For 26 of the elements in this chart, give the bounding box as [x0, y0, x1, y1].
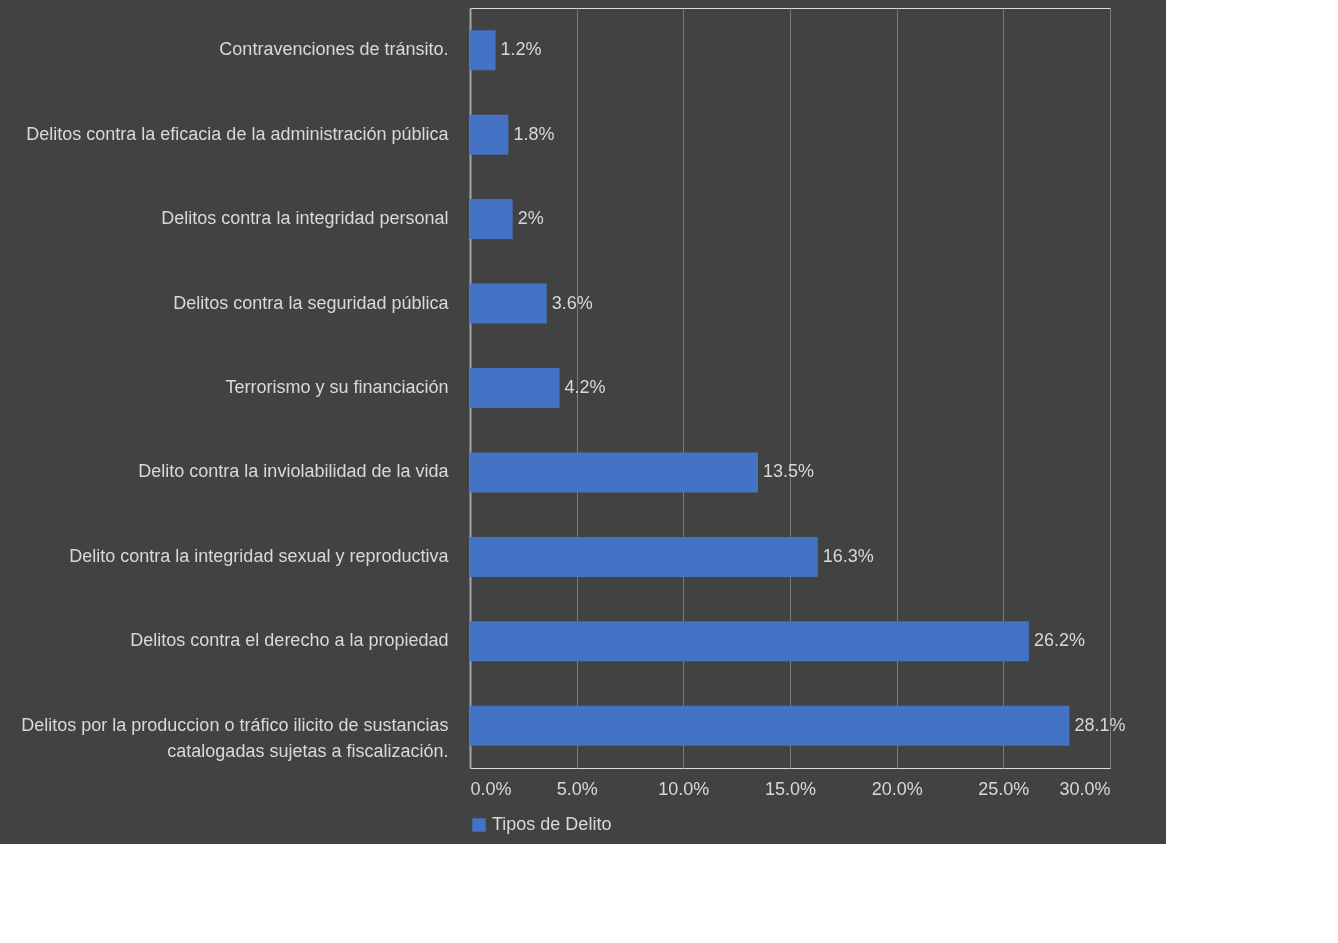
y-tick-label: Delitos contra la seguridad pública [173, 292, 450, 313]
y-tick-label: Contravenciones de tránsito. [219, 39, 449, 60]
x-tick-label: 20.0% [871, 778, 923, 799]
data-label: 4.2% [564, 377, 606, 397]
data-label: 28.1% [1074, 714, 1126, 735]
y-tick-label: Delitos por la produccion o tráfico ilicito de sustancias catalogadas sujetas a fiscalización. [21, 714, 449, 761]
data-label: 1.2% [500, 39, 542, 60]
data-label: 26.2% [1033, 630, 1085, 651]
x-tick-label: 15.0% [764, 778, 817, 799]
data-label: 13.5% [763, 461, 815, 482]
x-tick-label: 10.0% [658, 778, 710, 799]
y-tick-label: Delito contra la inviolabilidad de la vida [138, 461, 450, 482]
x-tick-label: 25.0% [978, 778, 1030, 799]
legend-label: Tipos de Delito [492, 814, 612, 834]
data-label: 1.8% [513, 123, 555, 144]
y-tick-label: Terrorismo y su financiación [225, 377, 449, 397]
y-tick-label: Delitos contra el derecho a la propiedad [130, 630, 449, 651]
x-tick-label: 0.0% [470, 778, 512, 799]
y-tick-label: Delitos contra la eficacia de la administración pública [26, 123, 450, 144]
y-tick-label: Delitos contra la integridad personal [161, 208, 449, 229]
x-tick-label: 30.0% [1059, 778, 1111, 799]
x-tick-label: 5.0% [556, 778, 598, 799]
data-label: 3.6% [551, 292, 593, 313]
data-label: 16.3% [822, 545, 874, 566]
y-tick-label: Delito contra la integridad sexual y reproductiva [69, 545, 450, 566]
data-label: 2% [517, 208, 544, 229]
